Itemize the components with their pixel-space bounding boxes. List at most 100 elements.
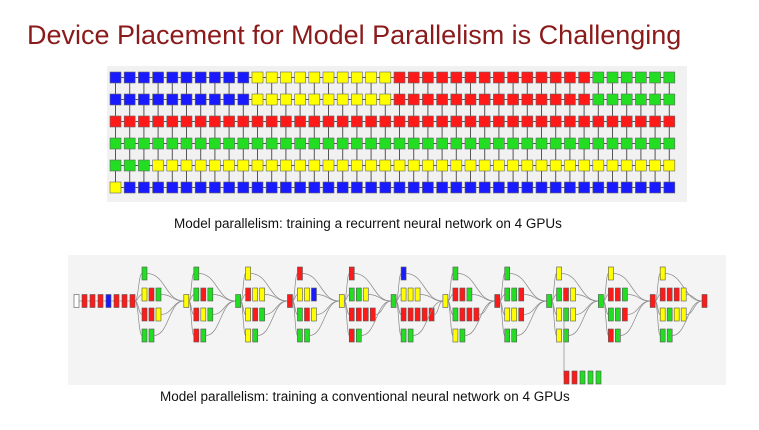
- cnn-module-op-green: [511, 328, 518, 343]
- rnn-op-yellow: [237, 159, 250, 172]
- cnn-module-op-yellow: [304, 287, 310, 302]
- rnn-op-yellow: [265, 71, 278, 84]
- rnn-op-yellow: [308, 159, 321, 172]
- cnn-module-op-green: [615, 328, 621, 343]
- rnn-op-red: [166, 115, 179, 128]
- cnn-module-op-green: [400, 328, 407, 343]
- rnn-op-yellow: [635, 159, 647, 172]
- cnn-placement-diagram: [68, 255, 726, 385]
- rnn-op-green: [265, 137, 278, 150]
- cnn-module-op-green: [659, 328, 666, 343]
- rnn-op-red: [436, 115, 448, 128]
- rnn-op-green: [493, 137, 505, 150]
- rnn-op-blue: [294, 181, 306, 194]
- rnn-op-red: [450, 71, 463, 84]
- rnn-op-yellow: [166, 159, 179, 172]
- rnn-op-green: [521, 137, 534, 150]
- cnn-edge: [471, 294, 495, 302]
- cnn-module-op-green: [452, 307, 459, 322]
- rnn-op-blue: [322, 181, 335, 194]
- rnn-op-blue: [109, 71, 122, 84]
- cnn-stem-op-red: [97, 294, 104, 308]
- cnn-module-op-yellow: [608, 266, 614, 281]
- rnn-op-blue: [209, 93, 221, 106]
- rnn-op-yellow: [280, 71, 292, 84]
- cnn-edge: [309, 300, 340, 336]
- rnn-op-red: [535, 115, 548, 128]
- cnn-module-op-red: [466, 307, 473, 322]
- rnn-op-yellow: [180, 159, 193, 172]
- rnn-op-green: [606, 71, 619, 84]
- cnn-edge: [551, 300, 557, 336]
- rnn-op-green: [507, 137, 519, 150]
- cnn-module-op-yellow: [400, 287, 407, 302]
- rnn-op-red: [464, 115, 477, 128]
- cnn-edge: [343, 273, 350, 302]
- rnn-op-yellow: [294, 159, 306, 172]
- cnn-edge: [134, 294, 143, 302]
- rnn-op-yellow: [379, 71, 392, 84]
- cnn-module-op-green: [556, 287, 562, 302]
- rnn-op-yellow: [365, 159, 377, 172]
- rnn-op-blue: [166, 71, 179, 84]
- cnn-module-op-green: [297, 307, 303, 322]
- cnn-module-op-green: [608, 307, 614, 322]
- rnn-op-red: [194, 115, 207, 128]
- rnn-op-yellow: [194, 159, 207, 172]
- cnn-edge: [499, 300, 506, 336]
- cnn-module-op-green: [348, 287, 355, 302]
- cnn-edge: [447, 300, 454, 336]
- cnn-concat-op-red: [287, 294, 293, 308]
- cnn-module-op-yellow: [511, 307, 518, 322]
- rnn-op-blue: [493, 181, 505, 194]
- rnn-op-yellow: [549, 159, 562, 172]
- rnn-op-red: [436, 71, 448, 84]
- cnn-concat-op-yellow: [338, 294, 345, 308]
- rnn-op-blue: [166, 181, 179, 194]
- rnn-op-yellow: [464, 159, 477, 172]
- cnn-module-op-red: [245, 287, 251, 302]
- rnn-op-red: [507, 93, 519, 106]
- rnn-op-blue: [564, 181, 576, 194]
- cnn-module-op-yellow: [297, 287, 303, 302]
- rnn-op-blue: [209, 71, 221, 84]
- cnn-module-op-green: [355, 287, 362, 302]
- cnn-stem-op-red: [113, 294, 120, 308]
- rnn-op-green: [123, 137, 136, 150]
- rnn-op-blue: [237, 93, 250, 106]
- cnn-edge: [654, 273, 661, 302]
- rnn-op-blue: [152, 71, 164, 84]
- rnn-op-blue: [223, 93, 235, 106]
- cnn-module-op-yellow: [141, 287, 148, 302]
- rnn-op-yellow: [322, 159, 335, 172]
- cnn-module-op-green: [504, 328, 511, 343]
- rnn-op-red: [549, 71, 562, 84]
- cnn-module-op-red: [369, 307, 376, 322]
- rnn-op-green: [351, 137, 363, 150]
- cnn-edge: [292, 273, 298, 302]
- rnn-op-red: [407, 71, 420, 84]
- rnn-op-yellow: [308, 93, 321, 106]
- cnn-edge: [205, 300, 236, 336]
- rnn-op-green: [109, 159, 122, 172]
- cnn-module-op-green: [466, 287, 473, 302]
- rnn-op-red: [237, 115, 250, 128]
- rnn-op-blue: [308, 181, 321, 194]
- cnn-module-op-green: [304, 328, 310, 343]
- rnn-op-green: [280, 137, 292, 150]
- rnn-op-blue: [138, 93, 150, 106]
- rnn-op-yellow: [223, 159, 235, 172]
- rnn-op-green: [422, 137, 434, 150]
- cnn-module-op-yellow: [245, 307, 251, 322]
- cnn-edge: [160, 300, 184, 315]
- rnn-op-green: [209, 137, 221, 150]
- cnn-module-op-yellow: [245, 328, 251, 343]
- cnn-module-op-green: [141, 328, 148, 343]
- cnn-aux-op-green: [579, 370, 586, 385]
- rnn-op-blue: [450, 181, 463, 194]
- rnn-op-yellow: [450, 159, 463, 172]
- cnn-caption: Model parallelism: training a convention…: [160, 389, 570, 404]
- rnn-op-yellow: [606, 159, 619, 172]
- cnn-placement-svg: [73, 266, 708, 385]
- cnn-module-op-green: [563, 328, 569, 343]
